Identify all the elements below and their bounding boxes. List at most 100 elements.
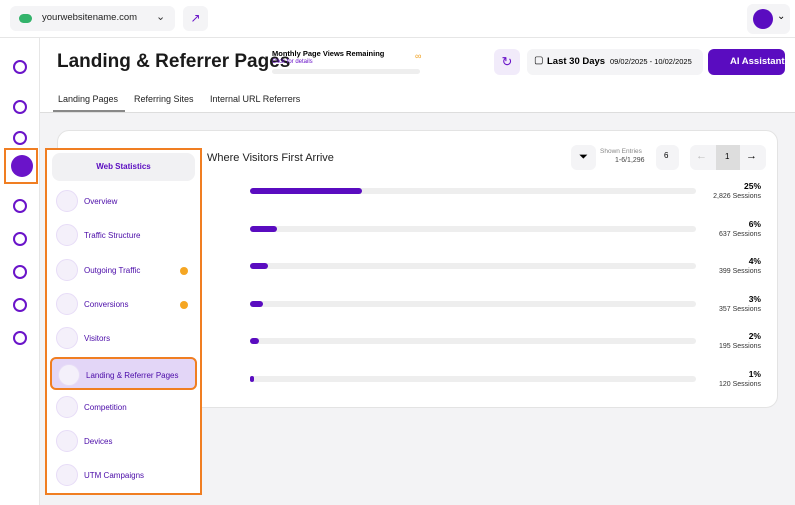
menu-label: Competition — [84, 402, 127, 412]
range-label: Last 30 Days — [547, 56, 606, 67]
menu-item[interactable]: Overview — [50, 185, 197, 218]
chevron: ⌄ — [156, 11, 166, 23]
sidebar-icon[interactable] — [13, 232, 27, 246]
pagination: ← 1 → — [690, 145, 766, 170]
site-selector[interactable]: yourwebsitename.com ⌄ — [10, 6, 175, 31]
tab[interactable]: Internal URL Referrers — [210, 94, 301, 104]
sessions-label: 2,826 Sessions — [713, 193, 761, 200]
menu-icon — [56, 224, 78, 247]
menu-item-active[interactable]: Landing & Referrer Pages — [50, 356, 197, 390]
progress-bar — [250, 338, 259, 345]
menu-icon — [56, 258, 78, 281]
menu-label: Landing & Referrer Pages — [86, 370, 179, 380]
progress-track — [250, 263, 696, 270]
sidebar — [0, 38, 40, 505]
menu-icon — [56, 292, 78, 315]
sidebar-icon[interactable] — [13, 331, 27, 345]
tab[interactable]: Landing Pages — [58, 94, 119, 104]
percent-label: 3% — [748, 293, 761, 304]
menu-icon — [56, 327, 78, 350]
sessions-label: 357 Sessions — [718, 305, 761, 313]
stats-icon[interactable] — [11, 155, 33, 177]
refresh-button[interactable]: ↻ — [494, 49, 520, 75]
menu-title: Web Statistics — [96, 162, 151, 171]
calendar-icon: ▢ — [534, 55, 544, 66]
progress-bar — [250, 263, 268, 270]
prev-page[interactable]: ← — [696, 150, 707, 162]
progress-track — [250, 338, 696, 345]
menu-icon — [56, 190, 78, 212]
card-title: Where Visitors First Arrive — [207, 152, 334, 164]
quota-link[interactable]: Click for details — [272, 59, 313, 65]
entries-label: Shown Entries — [600, 148, 642, 155]
sidebar-icon[interactable] — [13, 131, 27, 145]
menu-label: Traffic Structure — [84, 231, 141, 241]
menu-label: Overview — [84, 197, 118, 206]
menu-icon — [56, 430, 78, 453]
current-page[interactable]: 1 — [716, 145, 740, 170]
menu-icon — [56, 395, 78, 418]
range-dates: 09/02/2025 - 10/02/2025 — [610, 57, 692, 66]
page-title: Landing & Referrer Pages — [57, 51, 291, 72]
progress-track — [250, 300, 696, 307]
menu-label: Outgoing Traffic — [84, 265, 141, 275]
menu-label: Devices — [84, 437, 113, 447]
progress-track — [250, 188, 696, 194]
menu-item[interactable]: Conversions — [50, 288, 197, 321]
menu-item[interactable]: UTM Campaigns — [50, 459, 197, 492]
percent-label: 6% — [748, 218, 761, 229]
page-size-value: 6 — [664, 151, 669, 160]
menu-item[interactable]: Traffic Structure — [50, 219, 197, 252]
sidebar-icon[interactable] — [13, 60, 27, 74]
sidebar-icon[interactable] — [13, 298, 27, 312]
percent-label: 4% — [748, 256, 761, 267]
menu-icon — [56, 464, 78, 487]
sidebar-icon[interactable] — [13, 100, 27, 114]
filter-button[interactable]: ⏷ — [571, 145, 596, 170]
sidebar-icon[interactable] — [13, 265, 27, 279]
percent-label: 2% — [748, 331, 761, 342]
progress-track — [250, 225, 696, 232]
sidebar-highlight — [4, 148, 38, 184]
next-page[interactable]: → — [746, 150, 757, 162]
account[interactable]: ⌄ — [747, 4, 790, 34]
menu-item[interactable]: Outgoing Traffic — [50, 254, 197, 287]
external-link[interactable]: ↗ — [183, 6, 208, 31]
site-logo — [19, 14, 32, 23]
date-range[interactable]: ▢ Last 30 Days 09/02/2025 - 10/02/2025 — [527, 49, 703, 75]
menu-header: Web Statistics — [52, 153, 195, 181]
tab[interactable]: Referring Sites — [134, 94, 194, 104]
avatar — [753, 9, 773, 29]
quota-symbol: ∞ — [415, 51, 422, 61]
page-number: 1 — [725, 152, 730, 161]
menu-badge — [180, 300, 188, 309]
quota-bar — [272, 69, 420, 74]
sessions-label: 120 Sessions — [718, 381, 761, 388]
menu-item[interactable]: Visitors — [50, 322, 197, 355]
menu-item[interactable]: Competition — [50, 391, 197, 424]
tab-underline — [53, 110, 125, 112]
quota-title: Monthly Page Views Remaining — [272, 49, 385, 58]
stats-menu: Web Statistics Overview Traffic Structure… — [45, 148, 202, 495]
page-header: Landing & Referrer Pages Monthly Page Vi… — [40, 38, 795, 113]
site-name: yourwebsitename.com — [42, 12, 138, 23]
menu-icon — [58, 363, 80, 386]
sessions-label: 399 Sessions — [718, 268, 761, 276]
menu-item[interactable]: Devices — [50, 425, 197, 458]
percent-label: 1% — [748, 369, 761, 379]
sessions-label: 637 Sessions — [718, 230, 761, 238]
progress-bar — [250, 376, 255, 382]
entries-range: 1-6/1,296 — [615, 157, 645, 164]
sessions-label: 195 Sessions — [718, 343, 761, 351]
page-size[interactable]: 6 — [656, 145, 679, 170]
menu-label: UTM Campaigns — [84, 471, 145, 481]
ai-label: AI Assistant — [730, 56, 785, 67]
progress-bar — [250, 225, 277, 232]
menu-label: Visitors — [84, 334, 111, 344]
progress-bar — [250, 300, 264, 307]
ai-button[interactable]: AI Assistant — [708, 49, 785, 75]
menu-badge — [180, 266, 188, 275]
percent-label: 25% — [743, 181, 761, 191]
sidebar-icon[interactable] — [13, 199, 27, 213]
